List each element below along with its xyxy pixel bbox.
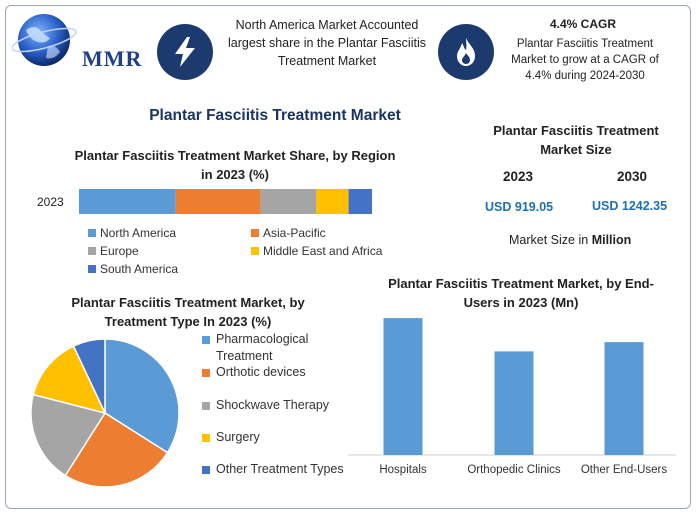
mmr-logo: MMR xyxy=(11,10,143,80)
region-bar-segment-europe xyxy=(260,189,317,214)
legend-swatch xyxy=(202,466,210,474)
enduser-x-label-hospitals: Hospitals xyxy=(379,464,427,476)
enduser-bar-hospitals xyxy=(383,318,423,455)
enduser-x-label-other-end-users: Other End-Users xyxy=(580,464,668,476)
market-size-unit-value: Million xyxy=(591,233,632,247)
region-bar-segment-north-america xyxy=(79,189,176,214)
market-size-value-2030: USD 1242.35 xyxy=(592,199,668,213)
region-legend-item-europe: Europe xyxy=(88,244,139,258)
legend-label: Europe xyxy=(100,244,139,258)
pie-slice-surgery xyxy=(32,345,107,415)
pie-slice-other-treatment-types xyxy=(72,338,106,414)
legend-swatch xyxy=(202,402,210,410)
legend-label: Other Treatment Types xyxy=(216,462,344,476)
region-legend-item-asia-pacific: Asia-Pacific xyxy=(251,226,326,240)
legend-label: South America xyxy=(100,262,179,276)
region-bar-segment-south-america xyxy=(348,189,372,214)
logo-text: MMR xyxy=(82,46,143,71)
cagr-text: Plantar Fasciitis Treatment Market to gr… xyxy=(511,38,659,82)
region-note: North America Market Accounted largest s… xyxy=(227,18,426,68)
region-legend-item-south-america: South America xyxy=(88,262,178,276)
cagr-title: 4.4% CAGR xyxy=(549,17,617,31)
region-bar-segment-middle-east-and-africa xyxy=(316,189,349,214)
legend-swatch xyxy=(251,229,259,237)
market-size-year-2030: 2030 xyxy=(617,169,648,184)
flame-icon xyxy=(438,24,494,80)
region-legend-item-middle-east-and-africa: Middle East and Africa xyxy=(251,244,382,258)
region-bar-category-label: 2023 xyxy=(37,195,64,209)
legend-label: North America xyxy=(100,226,177,240)
enduser-bar-orthopedic-clinics xyxy=(494,351,534,455)
legend-swatch xyxy=(202,369,210,377)
market-size-title: Plantar Fasciitis Treatment Market Size xyxy=(493,123,659,157)
enduser-x-label-orthopedic-clinics: Orthopedic Clinics xyxy=(467,464,561,476)
pie-legend-item-orthotic-devices: Orthotic devices xyxy=(202,364,352,381)
legend-swatch xyxy=(88,229,96,237)
pie-chart-title: Plantar Fasciitis Treatment Market, by T… xyxy=(71,295,305,329)
market-size-unit: Market Size in Million xyxy=(509,233,631,247)
pie-legend-item-pharmacological-treatment: Pharmacological Treatment xyxy=(202,331,352,365)
pie-slice-shockwave-therapy xyxy=(30,393,107,477)
region-bar-segment-asia-pacific xyxy=(175,189,261,214)
main-title: Plantar Fasciitis Treatment Market xyxy=(149,107,401,124)
pie-legend-item-other-treatment-types: Other Treatment Types xyxy=(202,461,352,478)
enduser-bar-other-end-users xyxy=(604,342,644,455)
legend-label: Asia-Pacific xyxy=(263,226,326,240)
region-legend-item-north-america: North America xyxy=(88,226,176,240)
globe-icon xyxy=(11,14,77,66)
legend-label: Surgery xyxy=(216,430,260,444)
enduser-chart-title: Plantar Fasciitis Treatment Market, by E… xyxy=(388,276,654,310)
legend-swatch xyxy=(88,247,96,255)
legend-label: Orthotic devices xyxy=(216,365,306,379)
pie-legend-item-shockwave-therapy: Shockwave Therapy xyxy=(202,397,352,414)
pie-legend-item-surgery: Surgery xyxy=(202,429,352,446)
legend-swatch xyxy=(88,265,96,273)
legend-label: Shockwave Therapy xyxy=(216,398,330,412)
legend-label: Middle East and Africa xyxy=(263,244,383,258)
region-chart-title: Plantar Fasciitis Treatment Market Share… xyxy=(74,148,396,182)
market-size-value-2023: USD 919.05 xyxy=(485,200,554,214)
legend-swatch xyxy=(251,247,259,255)
legend-label: Pharmacological Treatment xyxy=(216,332,309,363)
pie-slice-orthotic-devices xyxy=(64,411,169,488)
legend-swatch xyxy=(202,434,210,442)
lightning-icon xyxy=(157,24,213,80)
market-size-year-2023: 2023 xyxy=(503,169,534,184)
legend-swatch xyxy=(202,336,210,344)
market-size-unit-prefix: Market Size in xyxy=(509,233,589,247)
